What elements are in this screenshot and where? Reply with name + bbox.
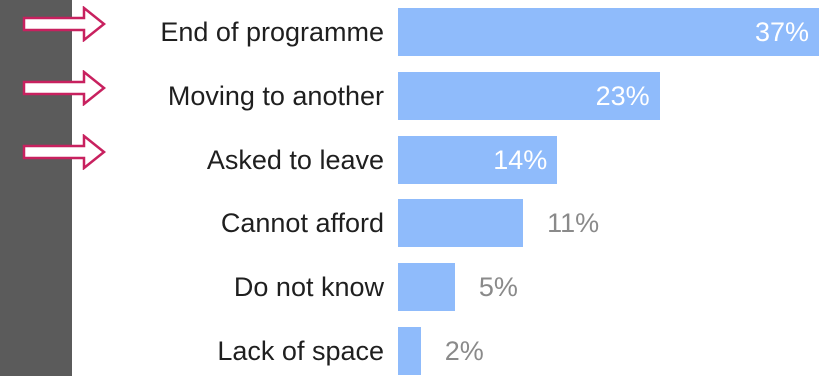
value-label: 23%: [595, 80, 650, 111]
category-label: Cannot afford: [220, 208, 384, 239]
category-label: Asked to leave: [206, 144, 384, 175]
category-label: End of programme: [160, 17, 384, 47]
value-label: 11%: [547, 208, 600, 239]
category-label: Moving to another: [167, 80, 384, 111]
bar: [398, 263, 455, 312]
value-label: 37%: [754, 17, 809, 47]
bar: [398, 327, 421, 375]
value-label: 14%: [493, 144, 548, 175]
right-arrow-icon: [22, 69, 106, 106]
value-label: 5%: [478, 272, 518, 303]
right-arrow-icon: [22, 6, 106, 42]
category-label: Do not know: [233, 272, 384, 303]
category-label: Lack of space: [217, 336, 384, 366]
bar: [398, 71, 660, 120]
bar: [398, 8, 819, 56]
value-label: 2%: [444, 336, 484, 366]
bar: [398, 199, 524, 248]
left-sidebar-panel: [0, 0, 72, 376]
bar: [398, 135, 558, 184]
right-arrow-icon: [22, 133, 106, 170]
